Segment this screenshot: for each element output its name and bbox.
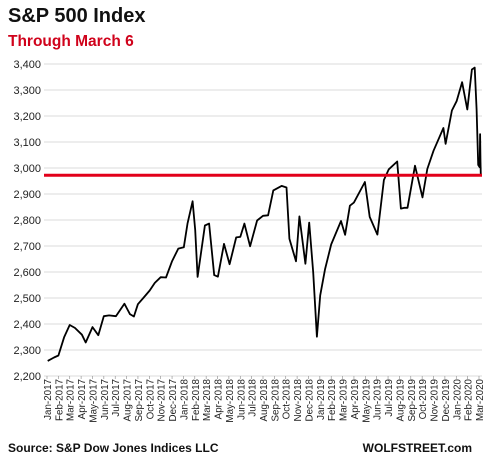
- x-tick-label: Oct-2019: [418, 379, 429, 419]
- x-tick-label: Jun-2019: [373, 379, 384, 420]
- x-tick-label: Apr-2018: [214, 378, 225, 419]
- y-tick-label: 3,200: [13, 111, 41, 123]
- chart-title: S&P 500 Index: [8, 5, 146, 27]
- y-tick-label: 3,100: [13, 137, 41, 149]
- y-tick-label: 3,300: [13, 85, 41, 97]
- x-tick-label: Apr-2017: [77, 379, 88, 419]
- x-tick-label: Apr-2019: [350, 379, 361, 419]
- x-tick-label: May-2017: [88, 379, 99, 423]
- y-tick-label: 3,400: [13, 59, 41, 71]
- x-tick-label: Jan-2020: [452, 378, 463, 419]
- x-tick-label: Nov-2017: [157, 379, 168, 421]
- y-tick-label: 2,900: [13, 189, 41, 201]
- x-tick-label: Mar-2019: [339, 379, 350, 421]
- x-tick-label: Feb-2017: [54, 379, 65, 421]
- x-tick-label: Feb-2018: [191, 378, 202, 420]
- x-tick-label: Feb-2020: [464, 378, 475, 420]
- x-tick-label: Nov-2018: [293, 378, 304, 421]
- x-tick-label: Jul-2017: [111, 379, 122, 417]
- x-tick-label: Jun-2018: [236, 378, 247, 419]
- chart-subtitle: Through March 6: [8, 33, 134, 50]
- x-tick-label: Oct-2017: [145, 379, 156, 419]
- x-tick-label: Jan-2019: [316, 379, 327, 420]
- x-tick-label: Aug-2018: [259, 378, 270, 421]
- x-tick-label: Aug-2017: [123, 379, 134, 422]
- brand-credit: WOLFSTREET.com: [362, 441, 472, 455]
- x-tick-label: Jul-2018: [248, 378, 259, 416]
- x-tick-label: Sep-2017: [134, 379, 145, 422]
- x-tick-label: May-2018: [225, 378, 236, 422]
- y-tick-label: 2,500: [13, 293, 41, 305]
- x-tick-label: Nov-2019: [430, 379, 441, 421]
- x-tick-label: May-2019: [361, 379, 372, 423]
- y-tick-label: 2,700: [13, 241, 41, 253]
- x-tick-label: Dec-2019: [441, 379, 452, 421]
- x-tick-label: Dec-2018: [304, 378, 315, 421]
- y-tick-label: 2,800: [13, 215, 41, 227]
- series-line: [47, 66, 482, 362]
- x-tick-label: Mar-2018: [202, 378, 213, 420]
- x-tick-label: Mar-2017: [66, 379, 77, 421]
- source-note: Source: S&P Dow Jones Indices LLC: [8, 441, 219, 455]
- x-tick-label: Feb-2019: [327, 379, 338, 421]
- x-tick-label: Aug-2019: [395, 379, 406, 422]
- y-tick-label: 2,300: [13, 345, 41, 357]
- y-tick-label: 2,600: [13, 267, 41, 279]
- x-tick-label: Jun-2017: [100, 379, 111, 420]
- y-tick-label: 2,400: [13, 319, 41, 331]
- x-tick-label: Mar-2020: [475, 378, 486, 420]
- x-tick-label: Jan-2018: [179, 378, 190, 419]
- x-tick-label: Jan-2017: [43, 379, 54, 420]
- x-tick-label: Oct-2018: [282, 378, 293, 419]
- x-tick-label: Sep-2018: [270, 378, 281, 421]
- y-tick-label: 3,000: [13, 163, 41, 175]
- y-tick-label: 2,200: [13, 371, 41, 383]
- x-tick-label: Sep-2019: [407, 379, 418, 422]
- x-tick-label: Dec-2017: [168, 379, 179, 421]
- x-tick-label: Jul-2019: [384, 379, 395, 417]
